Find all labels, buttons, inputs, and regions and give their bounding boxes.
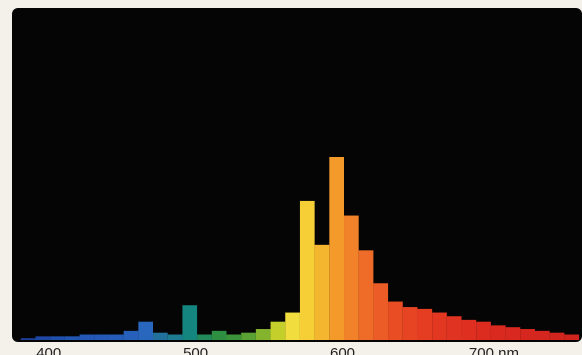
- bar: [80, 335, 95, 340]
- bar: [447, 316, 462, 340]
- bar: [285, 313, 300, 340]
- bar: [241, 333, 256, 340]
- bar: [153, 333, 168, 340]
- bar: [564, 335, 579, 340]
- bar: [403, 307, 418, 340]
- bar: [506, 327, 521, 340]
- bar: [432, 313, 447, 340]
- plot-background: [12, 8, 582, 342]
- bar: [124, 331, 139, 340]
- bar: [36, 336, 51, 340]
- bar: [197, 335, 212, 340]
- bar: [344, 216, 359, 340]
- bar: [182, 305, 197, 340]
- x-tick-label: 400: [36, 345, 61, 355]
- bar: [388, 302, 403, 340]
- bar: [359, 250, 374, 340]
- x-tick-label: 600: [330, 345, 355, 355]
- bar: [50, 336, 65, 340]
- bar: [520, 329, 535, 340]
- x-tick-label: 700 nm: [469, 345, 519, 355]
- bar: [65, 336, 80, 340]
- bar: [315, 245, 330, 340]
- bar: [271, 322, 286, 340]
- bar: [212, 331, 227, 340]
- bar: [168, 335, 183, 340]
- bar: [109, 335, 124, 340]
- bar: [462, 320, 477, 340]
- x-tick-label: 500: [183, 345, 208, 355]
- bar: [226, 335, 241, 340]
- bar: [491, 325, 506, 340]
- bar: [21, 338, 36, 340]
- bar: [535, 331, 550, 340]
- bar: [373, 283, 388, 340]
- bar: [256, 329, 271, 340]
- page: 400500600700 nm (() => { const data = JS…: [0, 0, 582, 355]
- bar: [329, 157, 344, 340]
- bar: [476, 322, 491, 340]
- bar: [94, 335, 109, 340]
- bar: [138, 322, 153, 340]
- bar: [300, 201, 315, 340]
- chart: 400 500 600 700 nm: [0, 0, 582, 355]
- bar: [417, 309, 432, 340]
- bar: [550, 333, 565, 340]
